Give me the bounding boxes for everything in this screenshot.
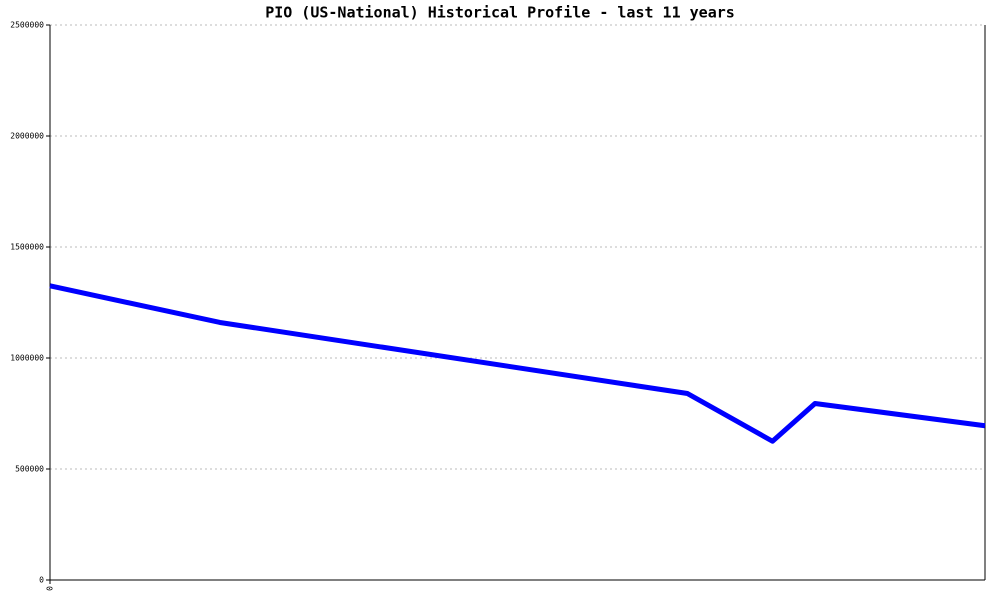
y-tick-label: 0 xyxy=(39,576,44,585)
y-tick-label: 500000 xyxy=(15,465,44,474)
chart-title: PIO (US-National) Historical Profile - l… xyxy=(265,4,735,22)
data-line xyxy=(49,283,986,444)
x-tick-label: 0 xyxy=(46,586,55,591)
y-tick-label: 2000000 xyxy=(10,132,44,141)
y-tick-label: 1000000 xyxy=(10,354,44,363)
y-tick-label: 1500000 xyxy=(10,243,44,252)
y-tick-label: 2500000 xyxy=(10,21,44,30)
